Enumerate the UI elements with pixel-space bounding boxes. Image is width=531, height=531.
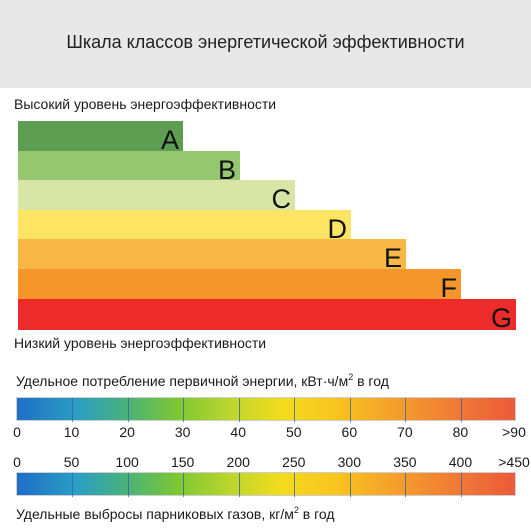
page-title: Шкала классов энергетической эффективнос… (66, 32, 465, 52)
energy-scale-tick-label: 70 (397, 424, 413, 440)
emission-scale-tick-label: 400 (448, 454, 473, 470)
energy-class-letter: D (327, 213, 348, 244)
energy-scale-tick-mark (72, 398, 74, 422)
emission-scale-title: Удельные выбросы парниковых газов, кг/м2… (16, 505, 335, 522)
energy-scale-tick-mark (349, 398, 351, 422)
emission-scale-tick-mark (127, 473, 129, 497)
energy-class-letter: B (217, 154, 236, 185)
energy-class-bar-a: A (18, 121, 183, 155)
energy-scale-tick-mark (405, 398, 407, 422)
energy-scale-tick-label: >90 (502, 424, 526, 440)
energy-scale-tick-label: 80 (452, 424, 469, 440)
emission-scale-tick-mark (294, 473, 296, 497)
energy-scale-tick-label: 40 (230, 424, 247, 440)
energy-class-letter: C (271, 184, 292, 215)
energy-class-letter: F (440, 273, 458, 303)
emission-scale-tick-mark (72, 473, 74, 497)
emission-scale-tick-label: 350 (393, 454, 417, 470)
energy-class-letter: A (160, 125, 179, 155)
energy-class-bar-d: D (18, 209, 351, 244)
energy-scale-tick-mark (294, 398, 296, 422)
emission-scale-tick-label: 100 (115, 454, 139, 470)
energy-class-bar-b: B (18, 150, 240, 185)
emission-scale-tick-label: 300 (337, 454, 362, 470)
emission-scale-bar (16, 472, 516, 497)
low-efficiency-label: Низкий уровень энергоэффективности (14, 335, 267, 351)
emission-scale-tick-label: >450 (498, 454, 530, 470)
energy-scale-tick-label: 10 (63, 424, 80, 440)
emission-scale-tick-mark (238, 473, 240, 497)
energy-class-letter: G (490, 302, 512, 333)
emission-scale-tick-mark (349, 473, 351, 497)
energy-scale-tick-label: 60 (341, 424, 358, 440)
energy-scale-tick-label: 0 (13, 424, 21, 440)
emission-scale-tick-mark (183, 473, 185, 497)
energy-scale-tick-mark (460, 398, 462, 422)
energy-class-bar-f: F (18, 269, 461, 303)
emission-scale-tick-label: 200 (226, 454, 250, 470)
emission-scale-tick-label: 250 (282, 454, 306, 470)
emission-scale-tick-mark (405, 473, 407, 497)
energy-scale-tick-mark (183, 398, 185, 422)
energy-scale-tick-label: 20 (119, 424, 135, 440)
energy-scale-tick-mark (238, 398, 240, 422)
energy-scale-title: Удельное потребление первичной энергии, … (16, 372, 389, 389)
energy-class-bar-c: C (18, 180, 295, 215)
high-efficiency-label: Высокий уровень энергоэффективности (14, 96, 277, 112)
emission-scale-tick-label: 150 (170, 454, 195, 470)
header: Шкала классов энергетической эффективнос… (0, 0, 531, 88)
energy-scale-tick-label: 50 (285, 424, 302, 440)
energy-scale-bar (16, 397, 516, 422)
emission-scale-tick-label: 50 (63, 454, 80, 470)
emission-scale-tick-mark (460, 473, 462, 497)
energy-class-bar-g: G (18, 298, 516, 333)
energy-scale-tick-mark (127, 398, 129, 422)
energy-class-letter: E (383, 243, 402, 274)
energy-class-bar-e: E (18, 239, 406, 274)
energy-scale-tick-label: 30 (174, 424, 191, 440)
emission-scale-tick-label: 0 (13, 454, 21, 470)
